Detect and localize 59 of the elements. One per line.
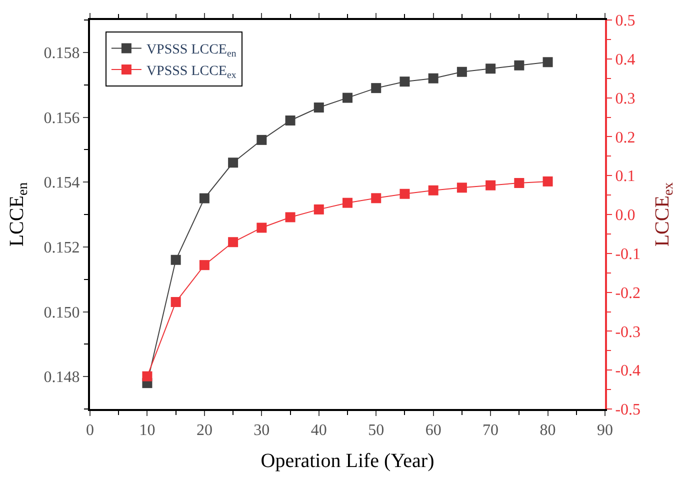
point xyxy=(428,185,438,196)
y2-tick-label: 0.0 xyxy=(615,207,636,224)
point xyxy=(199,260,210,270)
x-tick-label: 80 xyxy=(540,422,556,440)
y2-tick-label: 0.4 xyxy=(615,52,636,68)
y2-tick-label: -0.2 xyxy=(615,284,641,302)
point xyxy=(285,212,296,222)
point xyxy=(486,64,496,74)
point xyxy=(342,198,352,208)
y2-tick-label: 0.5 xyxy=(615,12,636,30)
y-tick-label: 0.152 xyxy=(44,240,80,257)
y2-tick-label: 0.3 xyxy=(615,90,636,108)
point xyxy=(514,60,524,70)
point xyxy=(256,222,267,233)
point xyxy=(342,92,352,103)
point xyxy=(256,134,267,145)
y2-tick-label: 0.1 xyxy=(615,168,636,186)
point xyxy=(486,180,496,190)
point xyxy=(456,182,467,193)
point xyxy=(542,57,553,68)
point xyxy=(285,115,296,126)
y-tick-label: 0.150 xyxy=(44,304,80,322)
x-tick-label: 70 xyxy=(482,422,499,440)
y-tick-label: 0.156 xyxy=(44,110,80,127)
x-axis-title: Operation Life (Year) xyxy=(260,450,434,472)
y-tick-label: 0.158 xyxy=(44,45,80,62)
legend-label: VPSSS LCCE$_{en}$ xyxy=(146,42,236,60)
point xyxy=(371,83,382,94)
x-tick-label: 30 xyxy=(254,422,270,440)
y2-tick-label: 0.2 xyxy=(615,129,636,146)
y2-tick-label: -0.1 xyxy=(615,246,641,263)
point xyxy=(428,73,438,84)
x-tick-label: 40 xyxy=(310,422,327,440)
y2-tick-label: -0.3 xyxy=(615,324,641,341)
point xyxy=(400,188,410,199)
point xyxy=(456,66,467,77)
point xyxy=(170,254,181,265)
point xyxy=(142,371,152,382)
point xyxy=(314,204,324,214)
x-tick-label: 0 xyxy=(86,422,94,440)
y2-tick-label: -0.5 xyxy=(615,402,641,419)
point xyxy=(170,297,181,308)
point xyxy=(314,102,324,113)
x-tick-label: 50 xyxy=(368,422,384,440)
point xyxy=(542,176,553,186)
point xyxy=(228,158,238,168)
point xyxy=(199,193,210,204)
legend-label: VPSSS LCCE$_{ex}$ xyxy=(146,64,236,81)
point xyxy=(228,237,238,248)
point xyxy=(514,178,524,188)
y2-tick-label: -0.4 xyxy=(615,362,641,380)
point xyxy=(400,76,410,87)
point xyxy=(371,193,382,204)
x-tick-label: 20 xyxy=(196,422,212,440)
y-tick-label: 0.154 xyxy=(44,174,80,192)
y-tick-label: 0.148 xyxy=(44,369,80,386)
x-tick-label: 90 xyxy=(597,422,613,440)
x-tick-label: 60 xyxy=(425,422,442,440)
x-tick-label: 10 xyxy=(139,422,156,440)
